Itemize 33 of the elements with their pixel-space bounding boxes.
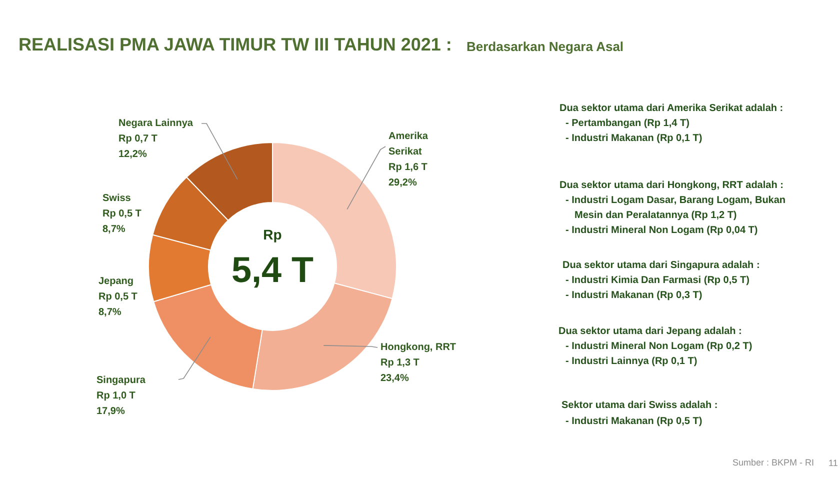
text: - Industri Makanan (Rp 0,1 T) (566, 133, 702, 144)
text: 5,4 T (231, 249, 314, 290)
text: - Pertambangan (Rp 1,4 T) (566, 118, 690, 129)
data-label: Rp 1,3 T 23,4% (380, 358, 420, 384)
text: Dua sektor utama dari Jepang adalah : (558, 326, 742, 337)
text: Sumber : BKPM - RI (732, 458, 814, 468)
text: Berdasarkan Negara Asal (466, 39, 624, 54)
data-label: Rp 1,6 T 29,2% (388, 162, 428, 188)
slice-label: Swiss (102, 193, 132, 204)
text: - Industri Makanan (Rp 0,5 T) (566, 416, 702, 427)
text: Dua sektor utama dari Singapura adalah : (562, 260, 760, 271)
chart-title: REALISASI PMA JAWA TIMUR TW III TAHUN 2021 : (18, 34, 452, 54)
slice-label: Jepang (98, 276, 134, 287)
slice-label: Negara Lainnya (118, 118, 194, 129)
text: - Industri Kimia Dan Farmasi (Rp 0,5 T) (566, 275, 750, 286)
data-label: Rp 0,5 T 8,7% (102, 208, 142, 235)
text: - Industri Makanan (Rp 0,3 T) (566, 290, 702, 301)
slice-label: Amerika Serikat (388, 131, 428, 158)
text: Rp (263, 226, 282, 242)
slice-label: Singapura (96, 375, 146, 386)
text: - Industri Logam Dasar, Barang Logam, Bukan (566, 195, 786, 206)
data-label: Rp 1,0 T 17,9% (96, 390, 136, 417)
data-label: Rp 0,5 T 8,7% (98, 292, 138, 318)
text: - Industri Lainnya (Rp 0,1 T) (566, 356, 698, 367)
text: Sektor utama dari Swiss adalah : (562, 400, 718, 411)
text: Dua sektor utama dari Hongkong, RRT adalah : (560, 180, 784, 191)
text: - Industri Mineral Non Logam (Rp 0,2 T) (566, 341, 752, 352)
text: Mesin dan Peralatannya (Rp 1,2 T) (574, 210, 737, 221)
data-label: Rp 0,7 T 12,2% (118, 134, 158, 160)
text: 11 (828, 458, 838, 468)
text: - Industri Mineral Non Logam (Rp 0,04 T) (566, 225, 758, 236)
slice-label: Hongkong, RRT (380, 342, 456, 353)
text: Dua sektor utama dari Amerika Serikat adalah : (560, 103, 784, 114)
